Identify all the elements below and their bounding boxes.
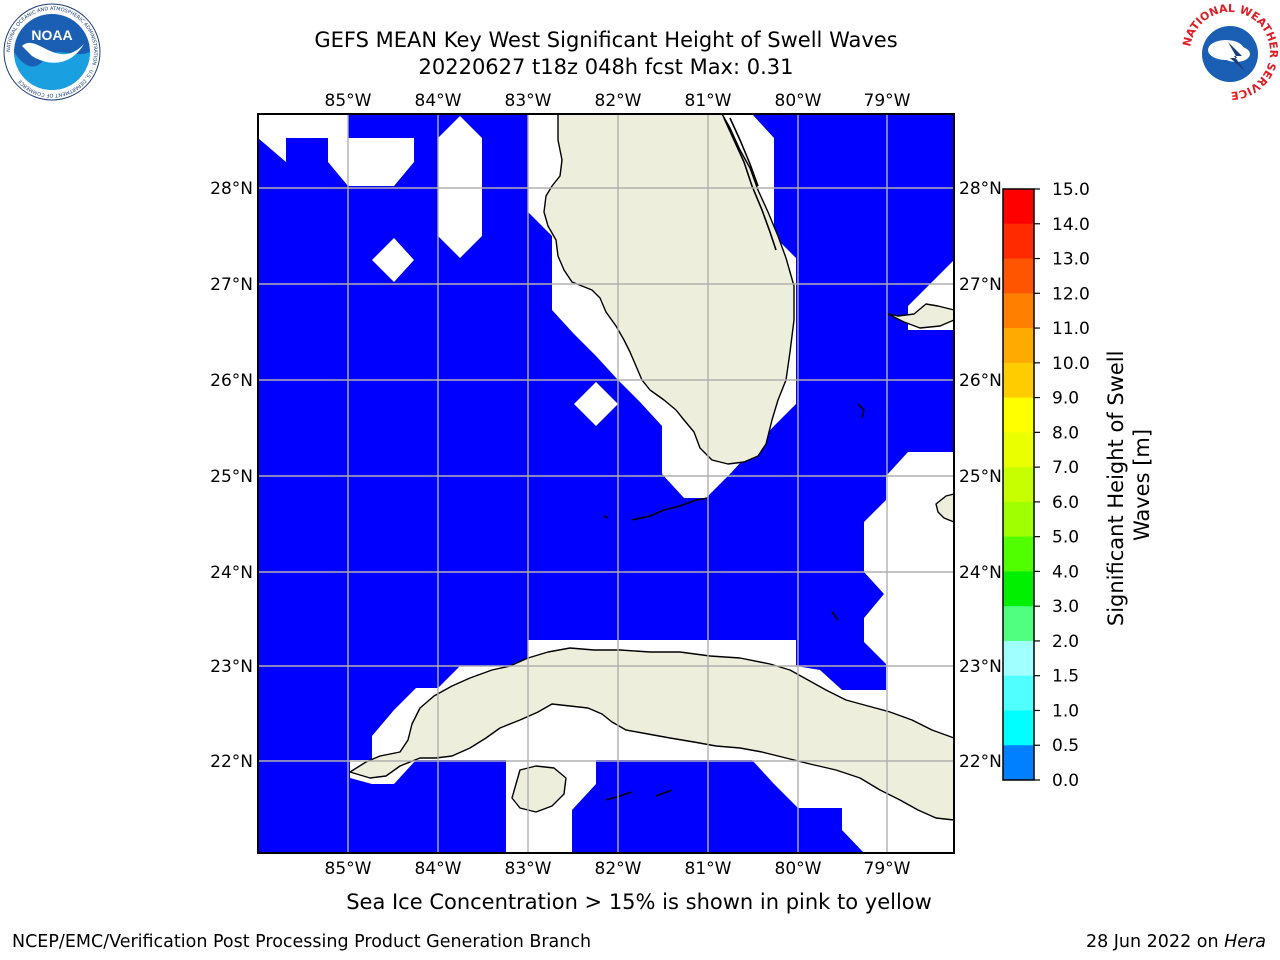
- lon-label: 81°W: [685, 859, 732, 879]
- colorbar-cell: [1003, 432, 1034, 468]
- noaa-logo-text: NOAA: [31, 27, 72, 43]
- colorbar-ticks: 15.0 14.0 13.0 12.0 11.0 10.0 9.0 8.0 7.0 6.0 5.0 4…: [1034, 180, 1090, 791]
- colorbar-cell: [1003, 189, 1034, 225]
- lat-label: 25°N: [959, 467, 1002, 487]
- lon-label: 84°W: [415, 91, 462, 111]
- graticule: [258, 114, 954, 853]
- lon-label: 81°W: [685, 91, 732, 111]
- lat-label: 23°N: [959, 657, 1002, 677]
- colorbar-cell: [1003, 745, 1034, 781]
- colorbar-tick-label: 15.0: [1052, 180, 1090, 200]
- colorbar-tick-label: 12.0: [1052, 284, 1090, 304]
- colorbar-cell: [1003, 293, 1034, 329]
- colorbar-tick-label: 14.0: [1052, 215, 1090, 235]
- colorbar-tick-label: 2.0: [1052, 632, 1079, 652]
- colorbar-cell: [1003, 258, 1034, 294]
- florida-peninsula: [543, 113, 795, 465]
- colorbar-cell: [1003, 536, 1034, 572]
- colorbar-frame: [1002, 188, 1035, 781]
- lat-label: 22°N: [959, 752, 1002, 772]
- colorbar-cell: [1003, 328, 1034, 364]
- colorbar-tick-label: 9.0: [1052, 389, 1079, 409]
- lat-label: 27°N: [210, 275, 253, 295]
- lat-label: 28°N: [959, 179, 1002, 199]
- colorbar-tick-label: 13.0: [1052, 250, 1090, 270]
- colorbar-tick-label: 1.5: [1052, 667, 1079, 687]
- colorbar-cell: [1003, 606, 1034, 642]
- lon-label: 80°W: [775, 91, 822, 111]
- colorbar-cell: [1003, 571, 1034, 607]
- colorbar-label-line2: Waves [m]: [1130, 429, 1154, 541]
- colorbar-tick-label: 8.0: [1052, 423, 1079, 443]
- lat-labels-left: 28°N 27°N 26°N 25°N 24°N 23°N 22°N: [210, 179, 253, 772]
- colorbar-cell: [1003, 675, 1034, 711]
- colorbar-tick-label: 0.5: [1052, 736, 1079, 756]
- colorbar-cell: [1003, 223, 1034, 260]
- colorbar-tick-label: 4.0: [1052, 562, 1079, 582]
- lon-label: 79°W: [864, 859, 911, 879]
- colorbar-tick-label: 10.0: [1052, 354, 1090, 374]
- lon-labels-bottom: 85°W 84°W 83°W 82°W 81°W 80°W 79°W: [325, 859, 911, 879]
- lat-label: 24°N: [210, 563, 253, 583]
- colorbar-label-line1: Significant Height of Swell: [1104, 351, 1128, 627]
- colorbar-cell: [1003, 640, 1034, 677]
- colorbar-tick-label: 1.0: [1052, 701, 1079, 721]
- footer-date: 28 Jun 2022 on Hera: [1086, 932, 1266, 952]
- colorbar-label: Significant Height of Swell Waves [m]: [1104, 344, 1154, 626]
- colorbar-cells: [1003, 189, 1034, 781]
- lon-label: 83°W: [505, 91, 552, 111]
- noaa-logo: NOAA NATIONAL OCEANIC AND ATMOSPHERIC AD…: [3, 3, 101, 101]
- chart-subtitle: 20220627 t18z 048h fcst Max: 0.31: [418, 55, 794, 79]
- lat-label: 22°N: [210, 752, 253, 772]
- lon-label: 80°W: [775, 859, 822, 879]
- colorbar-tick-label: 3.0: [1052, 597, 1079, 617]
- colorbar-cell: [1003, 467, 1034, 503]
- footer-date-text: 28 Jun 2022 on: [1085, 932, 1225, 952]
- lon-label: 82°W: [595, 91, 642, 111]
- sea-ice-caption: Sea Ice Concentration > 15% is shown in …: [346, 890, 932, 914]
- map-frame: [257, 113, 955, 854]
- footer-credit: NCEP/EMC/Verification Post Processing Pr…: [12, 932, 592, 952]
- colorbar-tick-label: 7.0: [1052, 458, 1079, 478]
- lat-label: 26°N: [210, 371, 253, 391]
- map-area: 85°W 84°W 83°W 82°W 81°W 80°W 79°W 85°W …: [210, 91, 1002, 879]
- colorbar-cell: [1003, 710, 1034, 746]
- cuba: [349, 647, 955, 821]
- colorbar-cell: [1003, 501, 1034, 538]
- colorbar-cell: [1003, 362, 1034, 399]
- lat-label: 23°N: [210, 657, 253, 677]
- lon-label: 79°W: [864, 91, 911, 111]
- lon-label: 85°W: [325, 91, 372, 111]
- colorbar: 15.0 14.0 13.0 12.0 11.0 10.0 9.0 8.0 7.0 6.0 5.0 4…: [1002, 180, 1154, 791]
- isla-de-la-juventud: [511, 765, 567, 813]
- lat-labels-right: 28°N 27°N 26°N 25°N 24°N 23°N 22°N: [959, 179, 1002, 772]
- footer-host: Hera: [1224, 932, 1266, 952]
- lon-labels-top: 85°W 84°W 83°W 82°W 81°W 80°W 79°W: [325, 91, 911, 111]
- colorbar-tick-label: 0.0: [1052, 771, 1079, 791]
- lon-label: 84°W: [415, 859, 462, 879]
- lon-label: 85°W: [325, 859, 372, 879]
- lat-label: 28°N: [210, 179, 253, 199]
- lat-label: 26°N: [959, 371, 1002, 391]
- coastline-details: [603, 117, 865, 801]
- colorbar-tick-label: 5.0: [1052, 528, 1079, 548]
- colorbar-cell: [1003, 397, 1034, 433]
- lat-label: 24°N: [959, 563, 1002, 583]
- chart-title: GEFS MEAN Key West Significant Height of…: [314, 28, 898, 52]
- land-masses: [349, 113, 955, 821]
- colorbar-tick-label: 6.0: [1052, 493, 1079, 513]
- lat-label: 25°N: [210, 467, 253, 487]
- colorbar-tick-label: 11.0: [1052, 319, 1090, 339]
- lon-label: 83°W: [505, 859, 552, 879]
- lat-label: 27°N: [959, 275, 1002, 295]
- nws-logo: NATIONAL WEATHER SERVICE: [1180, 2, 1280, 102]
- lon-label: 82°W: [595, 859, 642, 879]
